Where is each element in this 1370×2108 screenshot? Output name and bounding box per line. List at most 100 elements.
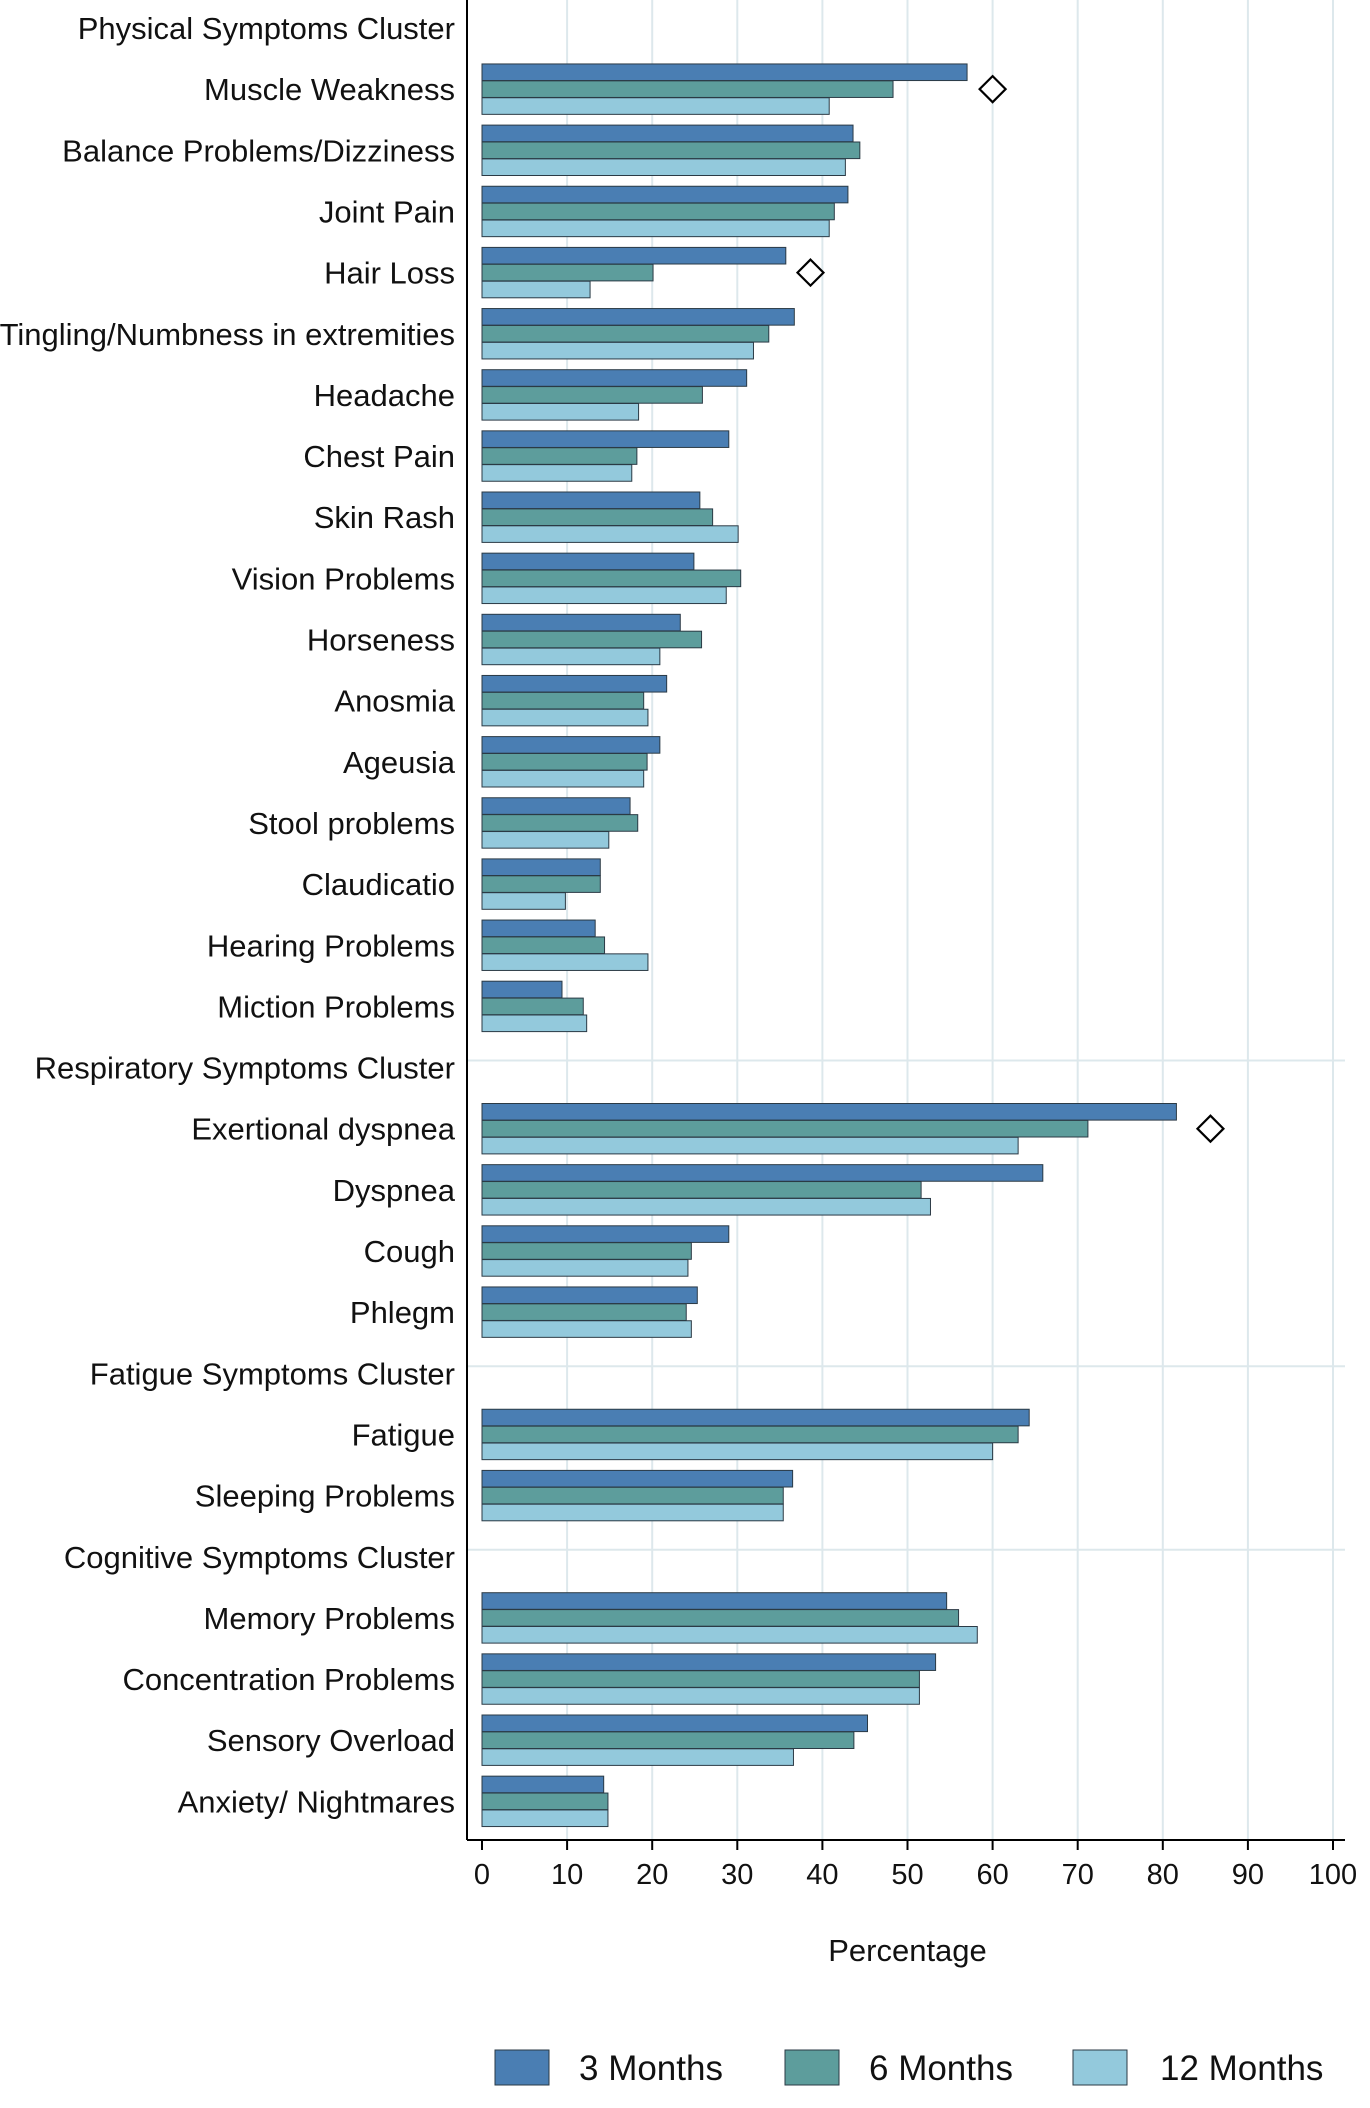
- bar-sensory-overload-3-months: [481, 1714, 869, 1733]
- legend-swatch-12-months: [1072, 2049, 1128, 2086]
- bar-vision-problems-3-months: [481, 552, 695, 571]
- category-label-dyspnea: Dyspnea: [333, 1173, 456, 1208]
- category-label-horseness: Horseness: [307, 623, 455, 658]
- bar-memory-problems-3-months: [481, 1592, 948, 1610]
- x-tick-label-20: 20: [636, 1859, 668, 1891]
- category-labels: Physical Symptoms Cluster Muscle Weakness…: [0, 11, 456, 1819]
- significance-marker-hair-loss: [795, 258, 826, 288]
- bar-anxiety-nightmares-6-months: [481, 1792, 609, 1811]
- bar-hair-loss-6-months: [481, 263, 654, 282]
- x-tick-label-70: 70: [1062, 1859, 1094, 1891]
- bar-exertional-dyspnea-3-months: [481, 1103, 1177, 1121]
- bar-cough-12-months: [481, 1259, 689, 1277]
- bar-hair-loss-12-months: [481, 280, 591, 299]
- bar-sleeping-problems-6-months: [481, 1486, 784, 1505]
- bar-joint-pain-12-months: [481, 219, 830, 238]
- category-label-balance-problems-dizziness: Balance Problems/Dizziness: [62, 133, 455, 168]
- bar-vision-problems-6-months: [481, 569, 742, 588]
- bar-stool-problems-12-months: [481, 831, 610, 849]
- bar-fatigue-3-months: [481, 1408, 1030, 1427]
- legend-label-6-months: 6 Months: [869, 2049, 1013, 2088]
- bar-skin-rash-6-months: [481, 508, 714, 526]
- bar-memory-problems-6-months: [481, 1609, 960, 1627]
- bar-hearing-problems-6-months: [481, 936, 606, 955]
- cluster-label-fatigue-symptoms-cluster: Fatigue Symptoms Cluster: [90, 1356, 455, 1391]
- bar-joint-pain-3-months: [481, 185, 849, 204]
- cluster-label-cognitive-symptoms-cluster: Cognitive Symptoms Cluster: [64, 1540, 455, 1575]
- bar-claudicatio-3-months: [481, 858, 601, 877]
- category-label-anosmia: Anosmia: [334, 684, 455, 719]
- significance-marker-muscle-weakness: [978, 74, 1008, 104]
- bar-fatigue-6-months: [481, 1425, 1019, 1444]
- category-label-miction-problems: Miction Problems: [217, 989, 455, 1024]
- cluster-label-respiratory-symptoms-cluster: Respiratory Symptoms Cluster: [35, 1051, 455, 1086]
- bar-headache-12-months: [481, 403, 640, 421]
- bar-chest-pain-12-months: [481, 464, 633, 482]
- bar-exertional-dyspnea-12-months: [481, 1136, 1019, 1155]
- category-label-ageusia: Ageusia: [343, 745, 456, 780]
- category-label-fatigue: Fatigue: [352, 1417, 455, 1452]
- category-label-hearing-problems: Hearing Problems: [207, 928, 455, 963]
- x-tick-label-90: 90: [1232, 1859, 1264, 1891]
- category-label-joint-pain: Joint Pain: [319, 194, 455, 229]
- bar-horseness-3-months: [481, 613, 681, 632]
- bar-concentration-problems-3-months: [481, 1653, 937, 1671]
- significance-markers: [795, 74, 1226, 1144]
- bar-memory-problems-12-months: [481, 1626, 978, 1644]
- category-label-cough: Cough: [364, 1234, 455, 1269]
- bar-concentration-problems-12-months: [481, 1687, 920, 1705]
- bar-joint-pain-6-months: [481, 202, 835, 221]
- bar-anxiety-nightmares-3-months: [481, 1775, 605, 1794]
- category-label-anxiety-nightmares: Anxiety/ Nightmares: [178, 1784, 455, 1819]
- bar-horseness-6-months: [481, 630, 703, 649]
- category-label-chest-pain: Chest Pain: [303, 439, 455, 474]
- bar-horseness-12-months: [481, 647, 661, 666]
- category-label-tingling-numbness-in-extremities: Tingling/Numbness in extremities: [0, 317, 455, 352]
- legend: 3 Months 6 Months 12 Months: [494, 2049, 1323, 2088]
- bar-sleeping-problems-12-months: [481, 1503, 784, 1522]
- bar-headache-3-months: [481, 369, 748, 387]
- bar-tingling-numbness-in-extremities-6-months: [481, 324, 770, 343]
- bar-sensory-overload-6-months: [481, 1731, 855, 1750]
- bar-exertional-dyspnea-6-months: [481, 1119, 1089, 1138]
- legend-label-12-months: 12 Months: [1160, 2049, 1323, 2088]
- bar-balance-problems-dizziness-3-months: [481, 124, 854, 143]
- bar-cough-6-months: [481, 1242, 692, 1260]
- bar-muscle-weakness-3-months: [481, 63, 968, 82]
- bar-hearing-problems-3-months: [481, 919, 596, 938]
- category-label-claudicatio: Claudicatio: [302, 867, 455, 902]
- legend-label-3-months: 3 Months: [579, 2049, 723, 2088]
- bar-tingling-numbness-in-extremities-12-months: [481, 341, 754, 360]
- x-tick-label-30: 30: [721, 1859, 753, 1891]
- bars: [481, 63, 1177, 1828]
- bar-dyspnea-6-months: [481, 1181, 922, 1199]
- bar-miction-problems-3-months: [481, 980, 563, 999]
- bar-dyspnea-12-months: [481, 1197, 931, 1216]
- bar-balance-problems-dizziness-6-months: [481, 141, 861, 160]
- bar-chest-pain-3-months: [481, 430, 730, 448]
- bar-anosmia-6-months: [481, 691, 645, 710]
- category-label-sensory-overload: Sensory Overload: [207, 1723, 455, 1758]
- bar-ageusia-6-months: [481, 753, 648, 771]
- category-label-skin-rash: Skin Rash: [314, 500, 455, 535]
- bar-phlegm-12-months: [481, 1320, 692, 1338]
- bar-muscle-weakness-6-months: [481, 80, 894, 98]
- category-label-headache: Headache: [314, 378, 455, 413]
- cluster-separators: [467, 1059, 1345, 1551]
- bar-chest-pain-6-months: [481, 447, 638, 465]
- bar-anosmia-3-months: [481, 674, 668, 693]
- x-tick-label-0: 0: [474, 1859, 490, 1891]
- bar-anosmia-12-months: [481, 708, 649, 727]
- bar-skin-rash-3-months: [481, 491, 701, 510]
- category-label-concentration-problems: Concentration Problems: [122, 1662, 455, 1697]
- category-label-exertional-dyspnea: Exertional dyspnea: [191, 1112, 455, 1147]
- category-label-vision-problems: Vision Problems: [232, 561, 455, 596]
- category-label-phlegm: Phlegm: [350, 1295, 455, 1330]
- bar-hearing-problems-12-months: [481, 953, 649, 971]
- bar-dyspnea-3-months: [481, 1164, 1044, 1182]
- bar-skin-rash-12-months: [481, 525, 739, 543]
- x-axis-title: Percentage: [828, 1933, 987, 1968]
- bar-headache-6-months: [481, 386, 703, 404]
- significance-marker-exertional-dyspnea: [1195, 1114, 1226, 1144]
